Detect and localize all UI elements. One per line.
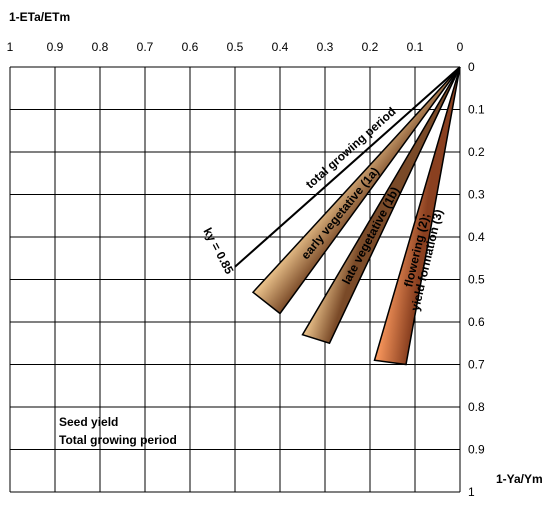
x-tick-label: 0.2 bbox=[362, 40, 379, 54]
wedge-3 bbox=[373, 66, 461, 366]
total-growing-period-line bbox=[234, 66, 461, 268]
wedge-1 bbox=[251, 66, 461, 315]
y-tick-label: 0.1 bbox=[468, 103, 485, 117]
y-tick-label: 0.4 bbox=[468, 230, 485, 244]
line-label-ky: ky = 0.85 bbox=[201, 225, 237, 276]
y-tick-label: 0.9 bbox=[468, 443, 485, 457]
annotation-seed-yield: Seed yield bbox=[59, 415, 118, 429]
y-tick-label: 0.5 bbox=[468, 273, 485, 287]
x-tick-label: 0.3 bbox=[317, 40, 334, 54]
x-axis-title: 1-ETa/ETm bbox=[9, 10, 70, 24]
x-tick-label: 0.8 bbox=[92, 40, 109, 54]
x-tick-label: 0.9 bbox=[47, 40, 64, 54]
line-label-total-growing-period: total growing period bbox=[303, 104, 399, 191]
x-tick-label: 0.4 bbox=[272, 40, 289, 54]
x-tick-label: 0.1 bbox=[407, 40, 424, 54]
y-tick-label: 1 bbox=[468, 485, 475, 499]
y-tick-label: 0 bbox=[468, 60, 475, 74]
wedge-2 bbox=[301, 66, 461, 345]
tick-labels: 1 0.9 0.8 0.7 0.6 0.5 0.4 0.3 0.2 0.1 00 0.1 0.2 0.3 0… bbox=[7, 40, 485, 499]
wedges: early vegetative (1a)late vegetative (1b… bbox=[251, 66, 461, 366]
x-tick-label: 1 bbox=[7, 40, 14, 54]
y-tick-label: 0.8 bbox=[468, 400, 485, 414]
x-tick-label: 0.7 bbox=[137, 40, 154, 54]
x-tick-label: 0.6 bbox=[182, 40, 199, 54]
y-tick-label: 0.6 bbox=[468, 315, 485, 329]
x-tick-label: 0.5 bbox=[227, 40, 244, 54]
x-tick-label: 0 bbox=[457, 40, 464, 54]
y-tick-label: 0.7 bbox=[468, 358, 485, 372]
y-tick-label: 0.2 bbox=[468, 145, 485, 159]
annotation-total-growing-period: Total growing period bbox=[59, 433, 177, 447]
y-axis-title: 1-Ya/Ym bbox=[496, 472, 543, 486]
y-tick-label: 0.3 bbox=[468, 188, 485, 202]
